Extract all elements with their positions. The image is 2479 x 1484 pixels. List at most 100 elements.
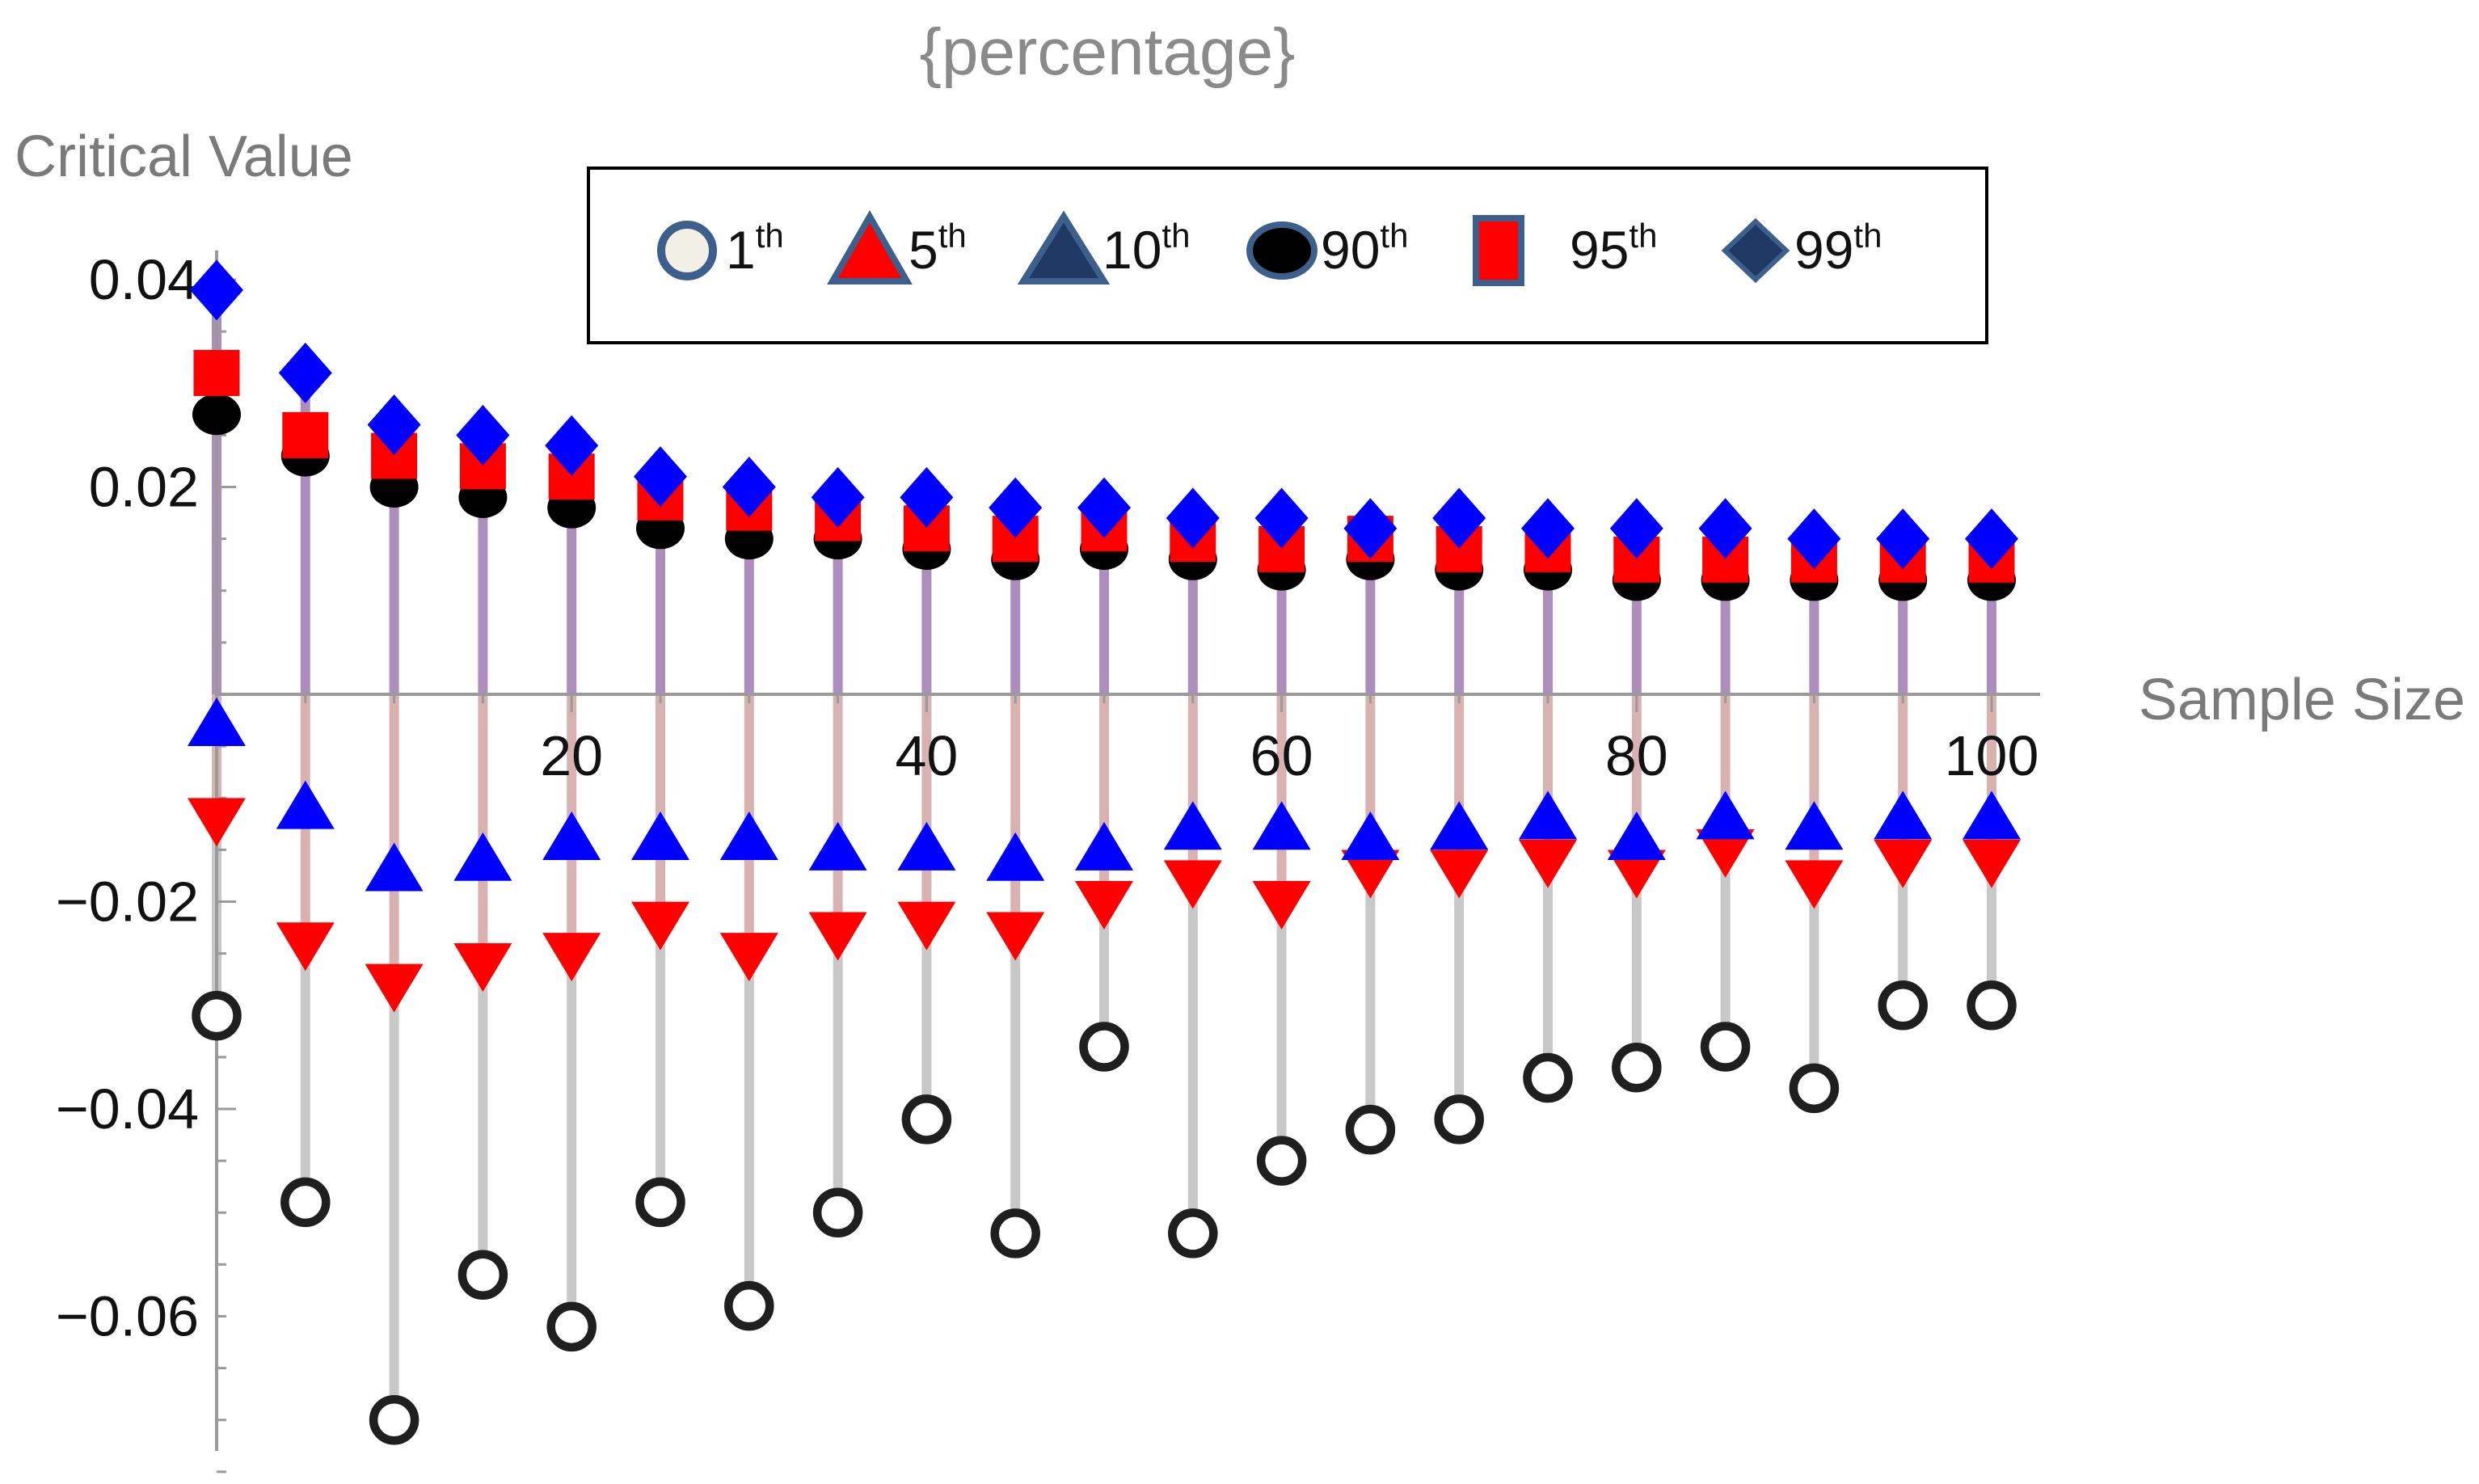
point-99th <box>1432 487 1486 549</box>
legend-triangle-red-icon <box>827 209 913 285</box>
point-1th <box>990 1208 1040 1258</box>
point-99th <box>900 466 954 528</box>
y-tick-label: 0.04 <box>89 248 199 311</box>
point-99th <box>1254 487 1309 549</box>
point-99th <box>1787 508 1841 570</box>
point-5th <box>542 933 601 982</box>
legend-disk-icon <box>1246 221 1317 280</box>
point-99th <box>1965 508 2018 570</box>
point-1th <box>724 1280 774 1331</box>
point-5th <box>453 942 512 992</box>
point-99th <box>190 259 243 321</box>
point-1th <box>1434 1094 1484 1145</box>
chart-title: {percentage} <box>919 15 1295 89</box>
point-10th <box>1874 790 1933 840</box>
point-99th <box>1521 498 1575 559</box>
point-10th <box>1519 790 1577 840</box>
legend-diamond-icon <box>1721 217 1790 284</box>
point-1th <box>280 1177 331 1228</box>
point-5th <box>808 912 867 961</box>
point-1th <box>1079 1022 1129 1072</box>
point-5th <box>719 933 778 982</box>
point-5th <box>1163 860 1222 909</box>
point-1th <box>1878 980 1928 1031</box>
point-10th <box>1252 801 1311 850</box>
point-99th <box>456 404 510 466</box>
x-tick-label: 40 <box>895 724 958 787</box>
point-99th <box>1166 487 1220 549</box>
point-10th <box>276 780 335 829</box>
x-tick-label: 100 <box>1945 724 2039 787</box>
point-99th <box>1343 498 1398 559</box>
x-tick-label: 60 <box>1250 724 1313 787</box>
legend-label: 95th <box>1570 217 1657 280</box>
point-1th <box>635 1177 685 1228</box>
point-99th <box>1077 477 1131 538</box>
point-5th <box>1696 828 1755 878</box>
point-95th <box>193 349 240 396</box>
point-1th <box>1168 1208 1218 1258</box>
point-5th <box>276 922 335 972</box>
legend-label-sup: th <box>1380 217 1408 255</box>
point-1th <box>1345 1104 1396 1155</box>
legend-square-icon <box>1473 215 1524 286</box>
x-tick-label: 80 <box>1605 724 1668 787</box>
point-99th <box>1876 508 1930 570</box>
point-1th <box>901 1094 952 1145</box>
point-1th <box>369 1395 419 1445</box>
point-1th <box>546 1301 597 1352</box>
y-tick-label: −0.04 <box>56 1077 199 1140</box>
point-5th <box>1252 881 1311 930</box>
point-10th <box>1341 812 1400 861</box>
point-10th <box>1163 801 1222 850</box>
axes-layer: 0.04 0.02 −0.02 −0.04 −0.06 20 40 60 80 100 <box>56 248 2040 1473</box>
point-5th <box>631 901 689 951</box>
legend-item-95th: 95th <box>1473 215 1657 286</box>
legend-item-90th: 90th <box>1246 217 1408 280</box>
x-tick-label: 20 <box>540 724 603 787</box>
point-99th <box>367 394 421 456</box>
point-1th <box>1612 1042 1662 1093</box>
point-99th <box>989 477 1043 538</box>
point-10th <box>1696 790 1755 840</box>
point-5th <box>1519 839 1577 888</box>
point-10th <box>897 821 956 871</box>
point-10th <box>631 812 689 861</box>
point-95th <box>282 411 329 458</box>
point-99th <box>1698 498 1752 559</box>
y-tick-label: −0.06 <box>56 1285 199 1348</box>
point-1th <box>1700 1022 1751 1072</box>
point-5th <box>1430 850 1489 899</box>
point-10th <box>1075 821 1133 871</box>
point-1th <box>457 1250 508 1300</box>
point-5th <box>897 901 956 951</box>
legend-label-sup: th <box>1162 217 1190 255</box>
point-1th <box>812 1187 863 1237</box>
markers-layer <box>188 259 2021 1445</box>
point-1th <box>192 990 242 1041</box>
y-tick-label: −0.02 <box>56 871 199 934</box>
point-10th <box>1430 801 1489 850</box>
y-tick-label: 0.02 <box>89 456 199 519</box>
point-1th <box>1256 1136 1307 1186</box>
legend-label-sup: th <box>1853 217 1882 255</box>
point-10th <box>986 832 1045 881</box>
point-1th <box>1789 1063 1840 1114</box>
point-99th <box>1609 498 1663 559</box>
point-99th <box>634 446 687 508</box>
point-5th <box>986 912 1045 961</box>
point-5th <box>1785 860 1844 909</box>
legend-label-sup: th <box>756 217 784 255</box>
point-1th <box>1523 1052 1573 1103</box>
point-10th <box>1963 790 2021 840</box>
point-10th <box>365 842 424 892</box>
y-axis-label: Critical Value <box>15 124 353 189</box>
point-99th <box>278 342 332 403</box>
point-5th <box>365 963 424 1013</box>
x-axis-label: Sample Size <box>2139 668 2465 732</box>
legend-label-sup: th <box>1629 217 1657 255</box>
point-99th <box>722 457 776 517</box>
point-90th <box>192 394 241 436</box>
legend-circle-open-icon <box>657 221 717 280</box>
